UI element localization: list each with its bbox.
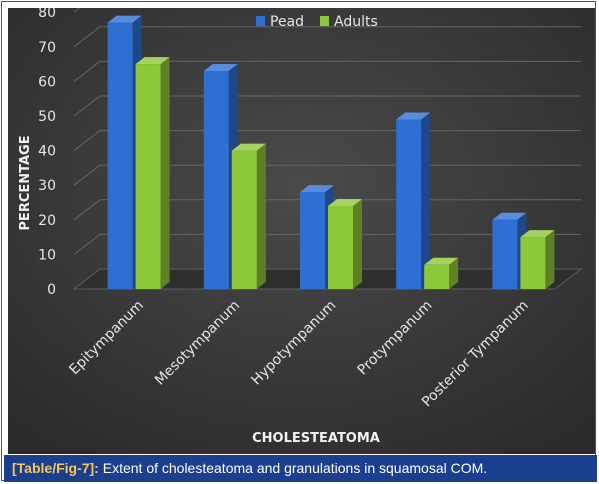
caption-text: Extent of cholesteatoma and granulations…	[102, 460, 488, 476]
legend-swatch	[256, 16, 265, 26]
legend-item-adults: Adults	[320, 14, 378, 30]
y-tick-label: 0	[47, 282, 56, 298]
bar-adults	[328, 198, 362, 289]
y-tick-label: 20	[38, 213, 56, 229]
y-tick-label: 70	[38, 40, 56, 56]
bars	[107, 15, 555, 290]
caption-label: [Table/Fig-7]:	[12, 460, 99, 476]
legend-label: Adults	[334, 14, 378, 30]
legend-label: Pead	[270, 14, 304, 30]
y-tick-label: 10	[38, 247, 56, 263]
y-tick-label: 60	[38, 74, 56, 90]
legend-item-pead: Pead	[256, 14, 304, 30]
bar-pead	[396, 112, 431, 290]
x-axis-title: CHOLESTEATOMA	[252, 431, 380, 446]
bar-adults	[231, 143, 266, 289]
y-tick-label: 40	[38, 144, 56, 160]
bar-adults	[135, 57, 170, 289]
bar-pead	[492, 212, 527, 289]
gridline	[73, 95, 581, 117]
bar-adults	[424, 257, 459, 289]
y-tick-label: 80	[38, 8, 56, 21]
gridline	[73, 26, 581, 48]
legend-swatch	[320, 16, 329, 26]
y-tick-labels: 0 10 20 30 40 50 60 70 80	[38, 8, 56, 298]
y-axis-title: PERCENTAGE	[18, 135, 33, 230]
y-tick-label: 50	[38, 109, 56, 125]
figure-caption: [Table/Fig-7]: Extent of cholesteatoma a…	[4, 455, 597, 482]
gridline	[73, 60, 581, 82]
bar-adults	[520, 230, 555, 289]
y-tick-label: 30	[38, 178, 56, 194]
legend: Pead Adults	[256, 14, 378, 30]
